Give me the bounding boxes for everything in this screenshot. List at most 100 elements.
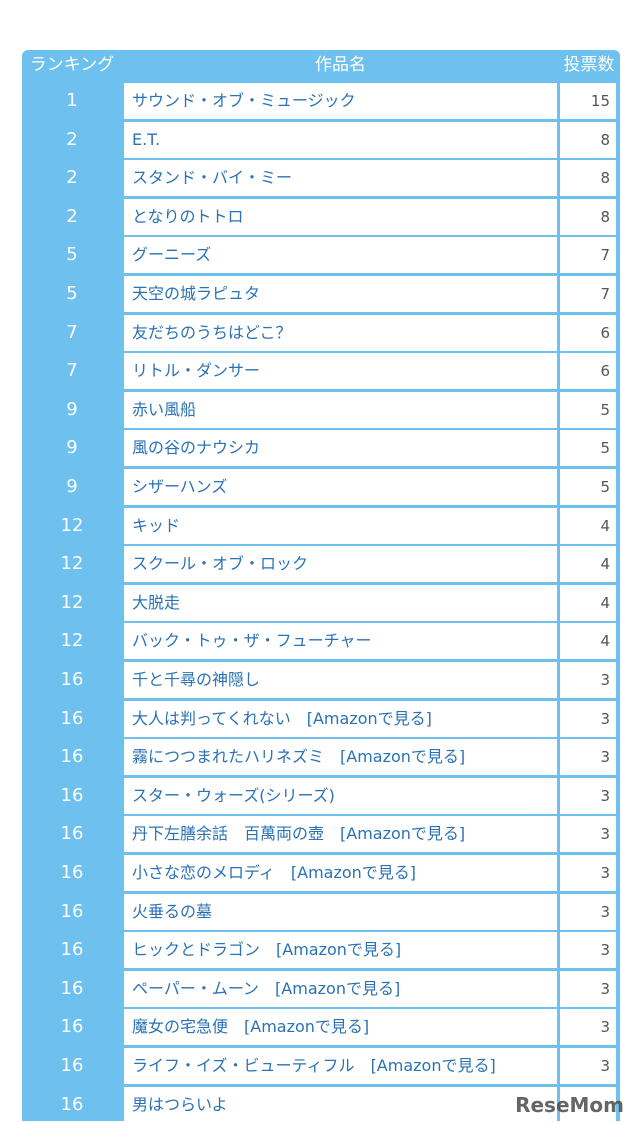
rank: 16 (22, 816, 122, 852)
votes: 3 (600, 710, 610, 728)
title: 火垂るの墓 (132, 902, 212, 921)
votes: 4 (600, 632, 610, 650)
votes-cell: 3 (560, 778, 616, 814)
title-cell: 魔女の宅急便 [Amazonで見る] (124, 1009, 557, 1045)
title-cell: となりのトトロ (124, 199, 557, 235)
title-cell: ヒックとドラゴン [Amazonで見る] (124, 932, 557, 968)
title-cell: リトル・ダンサー (124, 353, 557, 389)
title-cell: 天空の城ラピュタ (124, 276, 557, 312)
votes: 6 (600, 362, 610, 380)
votes-cell: 3 (560, 932, 616, 968)
rank: 12 (22, 585, 122, 621)
votes: 3 (600, 1018, 610, 1036)
votes-cell: 3 (560, 1009, 616, 1045)
votes: 3 (600, 980, 610, 998)
title-cell: 風の谷のナウシカ (124, 430, 557, 466)
votes: 5 (600, 401, 610, 419)
title: シザーハンズ (132, 477, 227, 496)
title: サウンド・オブ・ミュージック (132, 91, 356, 110)
title-cell: 友だちのうちはどこ？ (124, 315, 557, 351)
rank: 16 (22, 778, 122, 814)
votes-cell: 4 (560, 546, 616, 582)
title: E.T. (132, 130, 160, 149)
votes-cell: 3 (560, 739, 616, 775)
votes: 4 (600, 517, 610, 535)
votes-cell: 5 (560, 392, 616, 428)
amazon-link[interactable]: [Amazonで見る] (371, 1056, 496, 1075)
rank: 16 (22, 739, 122, 775)
votes-cell: 4 (560, 623, 616, 659)
votes-cell: 6 (560, 315, 616, 351)
votes-cell: 3 (560, 662, 616, 698)
votes: 3 (600, 1057, 610, 1075)
title: 大人は判ってくれない (132, 709, 291, 728)
amazon-link[interactable]: [Amazonで見る] (244, 1017, 369, 1036)
header-title: 作品名 (124, 50, 557, 81)
title-cell: 小さな恋のメロディ [Amazonで見る] (124, 855, 557, 891)
title-cell: スクール・オブ・ロック (124, 546, 557, 582)
rank: 9 (22, 430, 122, 466)
ranking-table: ランキング 作品名 投票数 1 サウンド・オブ・ミュージック 15 2 E.T. 8 2 スタ… (22, 50, 620, 1121)
votes-cell: 7 (560, 276, 616, 312)
title: 男はつらいよ (132, 1095, 228, 1114)
title-cell: 大脱走 (124, 585, 557, 621)
votes: 3 (600, 941, 610, 959)
header-votes: 投票数 (558, 50, 620, 81)
title: 大脱走 (132, 593, 180, 612)
title: キッド (132, 516, 180, 535)
votes-cell: 3 (560, 855, 616, 891)
rank: 9 (22, 392, 122, 428)
title: 赤い風船 (132, 400, 196, 419)
rank: 16 (22, 1048, 122, 1084)
watermark: ReseMom (515, 1093, 624, 1117)
votes: 3 (600, 748, 610, 766)
votes: 7 (600, 285, 610, 303)
amazon-link[interactable]: [Amazonで見る] (275, 979, 400, 998)
rank: 16 (22, 971, 122, 1007)
rank: 2 (22, 160, 122, 196)
rank: 16 (22, 1009, 122, 1045)
rank: 16 (22, 855, 122, 891)
votes-cell: 3 (560, 1048, 616, 1084)
rank: 1 (22, 83, 122, 119)
votes-cell: 4 (560, 585, 616, 621)
amazon-link[interactable]: [Amazonで見る] (276, 940, 401, 959)
votes-cell: 8 (560, 122, 616, 158)
title: スター・ウォーズ(シリーズ) (132, 786, 335, 805)
votes: 4 (600, 555, 610, 573)
votes-cell: 3 (560, 894, 616, 930)
title-cell: 大人は判ってくれない [Amazonで見る] (124, 701, 557, 737)
votes: 3 (600, 864, 610, 882)
rank: 12 (22, 546, 122, 582)
votes-cell: 15 (560, 83, 616, 119)
votes: 6 (600, 324, 610, 342)
votes: 7 (600, 246, 610, 264)
votes: 5 (600, 478, 610, 496)
title-cell: ライフ・イズ・ビューティフル[Amazonで見る] (124, 1048, 557, 1084)
rank: 2 (22, 122, 122, 158)
rank: 9 (22, 469, 122, 505)
title: 小さな恋のメロディ (132, 863, 275, 882)
title-cell: グーニーズ (124, 237, 557, 273)
votes-cell: 3 (560, 971, 616, 1007)
votes: 4 (600, 594, 610, 612)
rank: 5 (22, 237, 122, 273)
amazon-link[interactable]: [Amazonで見る] (340, 824, 465, 843)
title: ヒックとドラゴン (132, 940, 260, 959)
amazon-link[interactable]: [Amazonで見る] (307, 709, 432, 728)
title: 魔女の宅急便 (132, 1017, 228, 1036)
votes-cell: 7 (560, 237, 616, 273)
title-cell: ペーパー・ムーン[Amazonで見る] (124, 971, 557, 1007)
amazon-link[interactable]: [Amazonで見る] (291, 863, 416, 882)
amazon-link[interactable]: [Amazonで見る] (340, 747, 465, 766)
votes-cell: 4 (560, 508, 616, 544)
votes-cell: 8 (560, 160, 616, 196)
rank: 7 (22, 353, 122, 389)
rank: 7 (22, 315, 122, 351)
title: 風の谷のナウシカ (132, 438, 260, 457)
title-cell: 火垂るの墓 (124, 894, 557, 930)
votes: 3 (600, 787, 610, 805)
votes-cell: 6 (560, 353, 616, 389)
header-rank: ランキング (22, 50, 122, 81)
